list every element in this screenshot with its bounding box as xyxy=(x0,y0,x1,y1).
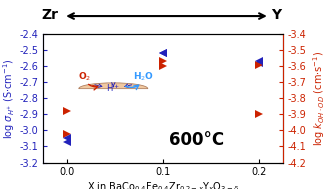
Wedge shape xyxy=(79,83,148,89)
Text: Y: Y xyxy=(271,8,281,22)
X-axis label: X in BaCo$_{0.4}$Fe$_{0.4}$Zr$_{0.2-x}$Y$_{x}$O$_{3-\delta}$: X in BaCo$_{0.4}$Fe$_{0.4}$Zr$_{0.2-x}$Y… xyxy=(87,180,239,189)
Text: Zr: Zr xyxy=(41,8,59,22)
Text: O$_2$: O$_2$ xyxy=(78,70,91,83)
Text: H$^+$: H$^+$ xyxy=(106,82,120,94)
Y-axis label: log $k_{OH\cdot OD}$ (cm$\cdot$s$^{-1}$): log $k_{OH\cdot OD}$ (cm$\cdot$s$^{-1}$) xyxy=(311,51,327,146)
Text: 600°C: 600°C xyxy=(169,131,224,149)
Y-axis label: log $\sigma_{H^{+}}$ (S$\cdot$cm$^{-1}$): log $\sigma_{H^{+}}$ (S$\cdot$cm$^{-1}$) xyxy=(1,58,17,139)
Text: H$_2$O: H$_2$O xyxy=(134,70,155,83)
